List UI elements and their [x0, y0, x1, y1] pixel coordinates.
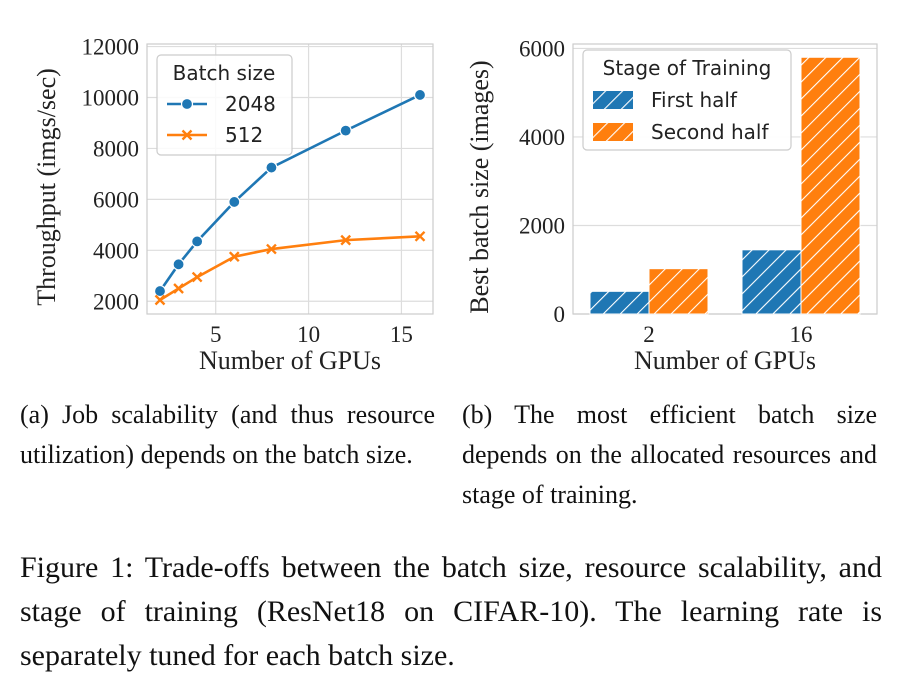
y-tick-label: 6000: [519, 36, 565, 61]
y-tick-label: 0: [554, 302, 566, 327]
y-tick-label: 4000: [519, 125, 565, 150]
data-point-512: [191, 271, 203, 283]
legend-box: [582, 49, 792, 151]
data-point-2048: [153, 284, 167, 298]
data-point-2048: [265, 161, 278, 174]
legend-swatch: [593, 123, 633, 141]
y-axis-label: Throughput (imgs/sec): [32, 68, 61, 306]
y-tick-label: 2000: [93, 289, 139, 314]
y-tick-label: 6000: [93, 187, 139, 212]
throughput-line-chart: 5 10 15 2000 4000 6000 8000 10000 12000 Number of…: [32, 35, 434, 375]
data-point-512: [266, 243, 277, 255]
data-point-512: [154, 294, 166, 306]
subfigure-caption-a: (a) Job scalability (and thus resource u…: [20, 400, 435, 469]
figure-caption: Figure 1: Trade-offs between the batch s…: [20, 551, 882, 672]
x-axis-label: Number of GPUs: [634, 346, 816, 375]
figure-charts: 5 10 15 2000 4000 6000 8000 10000 12000 Number of…: [32, 35, 878, 375]
legend-marker: [180, 97, 194, 111]
bar-second-half: [800, 56, 861, 315]
data-point-512: [173, 283, 184, 294]
x-tick-label: 16: [790, 322, 813, 347]
data-point-2048: [191, 235, 204, 248]
data-point-2048: [172, 258, 185, 271]
y-tick-label: 12000: [82, 35, 140, 60]
data-point-512: [340, 234, 352, 246]
y-tick-label: 2000: [519, 213, 565, 238]
data-point-2048: [413, 88, 427, 102]
plot-frame: [572, 43, 878, 315]
data-point-2048: [228, 195, 241, 209]
data-point-512: [414, 230, 426, 242]
y-tick-label: 4000: [93, 238, 139, 263]
legend-title: Batch size: [173, 61, 276, 85]
data-point-2048: [339, 124, 352, 137]
x-tick-label: 10: [297, 322, 320, 347]
x-tick-label: 2: [643, 322, 655, 347]
legend-label: Second half: [651, 120, 769, 144]
x-axis-label: Number of GPUs: [199, 346, 381, 375]
legend-marker: [181, 129, 193, 141]
y-tick-label: 10000: [82, 85, 140, 110]
legend-label: First half: [651, 88, 738, 112]
bar-first-half: [589, 290, 650, 315]
data-point-512: [228, 251, 240, 263]
bar-first-half: [741, 249, 802, 315]
legend-title: Stage of Training: [603, 56, 772, 80]
y-tick-label: 8000: [93, 136, 139, 161]
x-tick-label: 15: [390, 322, 413, 347]
legend-label: 2048: [225, 92, 276, 116]
x-tick-label: 5: [210, 322, 222, 347]
bar-second-half: [648, 268, 709, 315]
plot-frame: [146, 43, 434, 315]
subfigure-caption-b: (b) The most efficient batch size depend…: [462, 400, 877, 509]
y-axis-label: Best batch size (images): [465, 60, 494, 313]
legend-label: 512: [225, 123, 263, 147]
legend-swatch: [593, 91, 633, 109]
